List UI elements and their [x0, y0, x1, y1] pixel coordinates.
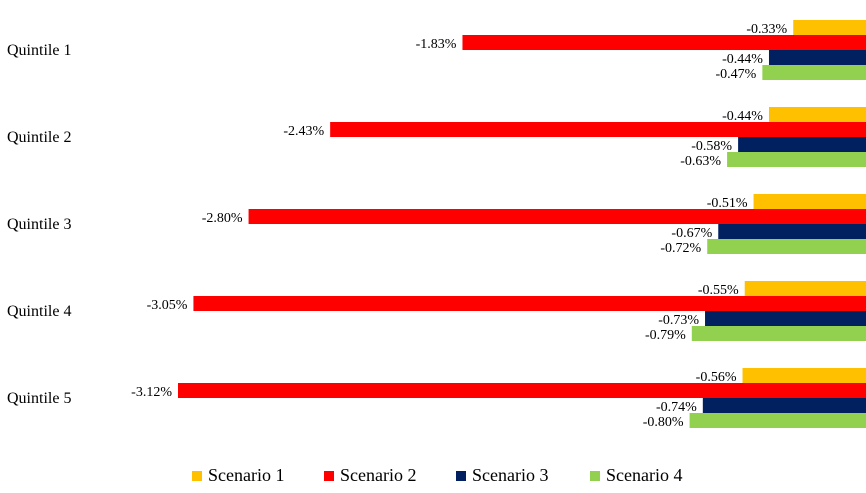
data-label: -3.12% — [131, 385, 172, 400]
data-label: -1.83% — [416, 37, 457, 52]
bar — [691, 326, 866, 341]
bar — [744, 281, 866, 296]
bar — [689, 413, 866, 428]
data-label: -0.56% — [696, 370, 737, 385]
legend-label: Scenario 2 — [340, 465, 416, 485]
bar — [768, 50, 866, 65]
data-label: -0.80% — [643, 415, 684, 430]
bar — [742, 368, 866, 383]
data-label: -2.43% — [283, 124, 324, 139]
bar — [193, 296, 866, 311]
legend-label: Scenario 1 — [208, 465, 284, 485]
data-label: -0.44% — [722, 109, 763, 124]
legend-swatch — [590, 471, 600, 481]
category-label: Quintile 5 — [7, 390, 71, 407]
legend-swatch — [192, 471, 202, 481]
data-label: -0.55% — [698, 283, 739, 298]
data-label: -0.58% — [691, 139, 732, 154]
bar — [738, 137, 866, 152]
bar — [718, 224, 866, 239]
category-label: Quintile 1 — [7, 42, 71, 59]
bar — [768, 107, 866, 122]
bar — [753, 194, 866, 209]
data-label: -0.63% — [680, 154, 721, 169]
bar — [705, 311, 866, 326]
data-label: -0.73% — [658, 313, 699, 328]
legend-label: Scenario 4 — [606, 465, 682, 485]
data-label: -0.72% — [660, 241, 701, 256]
legend-swatch — [324, 471, 334, 481]
legend-swatch — [456, 471, 466, 481]
legend-label: Scenario 3 — [472, 465, 548, 485]
data-label: -3.05% — [147, 298, 188, 313]
bar — [330, 122, 866, 137]
category-label: Quintile 3 — [7, 216, 71, 233]
data-label: -0.44% — [722, 52, 763, 67]
bar — [248, 209, 866, 224]
bar — [702, 398, 866, 413]
data-label: -0.47% — [716, 67, 757, 82]
data-label: -2.80% — [202, 211, 243, 226]
data-label: -0.51% — [707, 196, 748, 211]
bar — [707, 239, 866, 254]
data-label: -0.33% — [746, 22, 787, 37]
bar — [178, 383, 866, 398]
bar — [762, 65, 866, 80]
category-label: Quintile 2 — [7, 129, 71, 146]
bar — [462, 35, 866, 50]
data-label: -0.74% — [656, 400, 697, 415]
data-label: -0.79% — [645, 328, 686, 343]
category-label: Quintile 4 — [7, 303, 71, 320]
bar — [727, 152, 866, 167]
data-label: -0.67% — [671, 226, 712, 241]
bar — [793, 20, 866, 35]
